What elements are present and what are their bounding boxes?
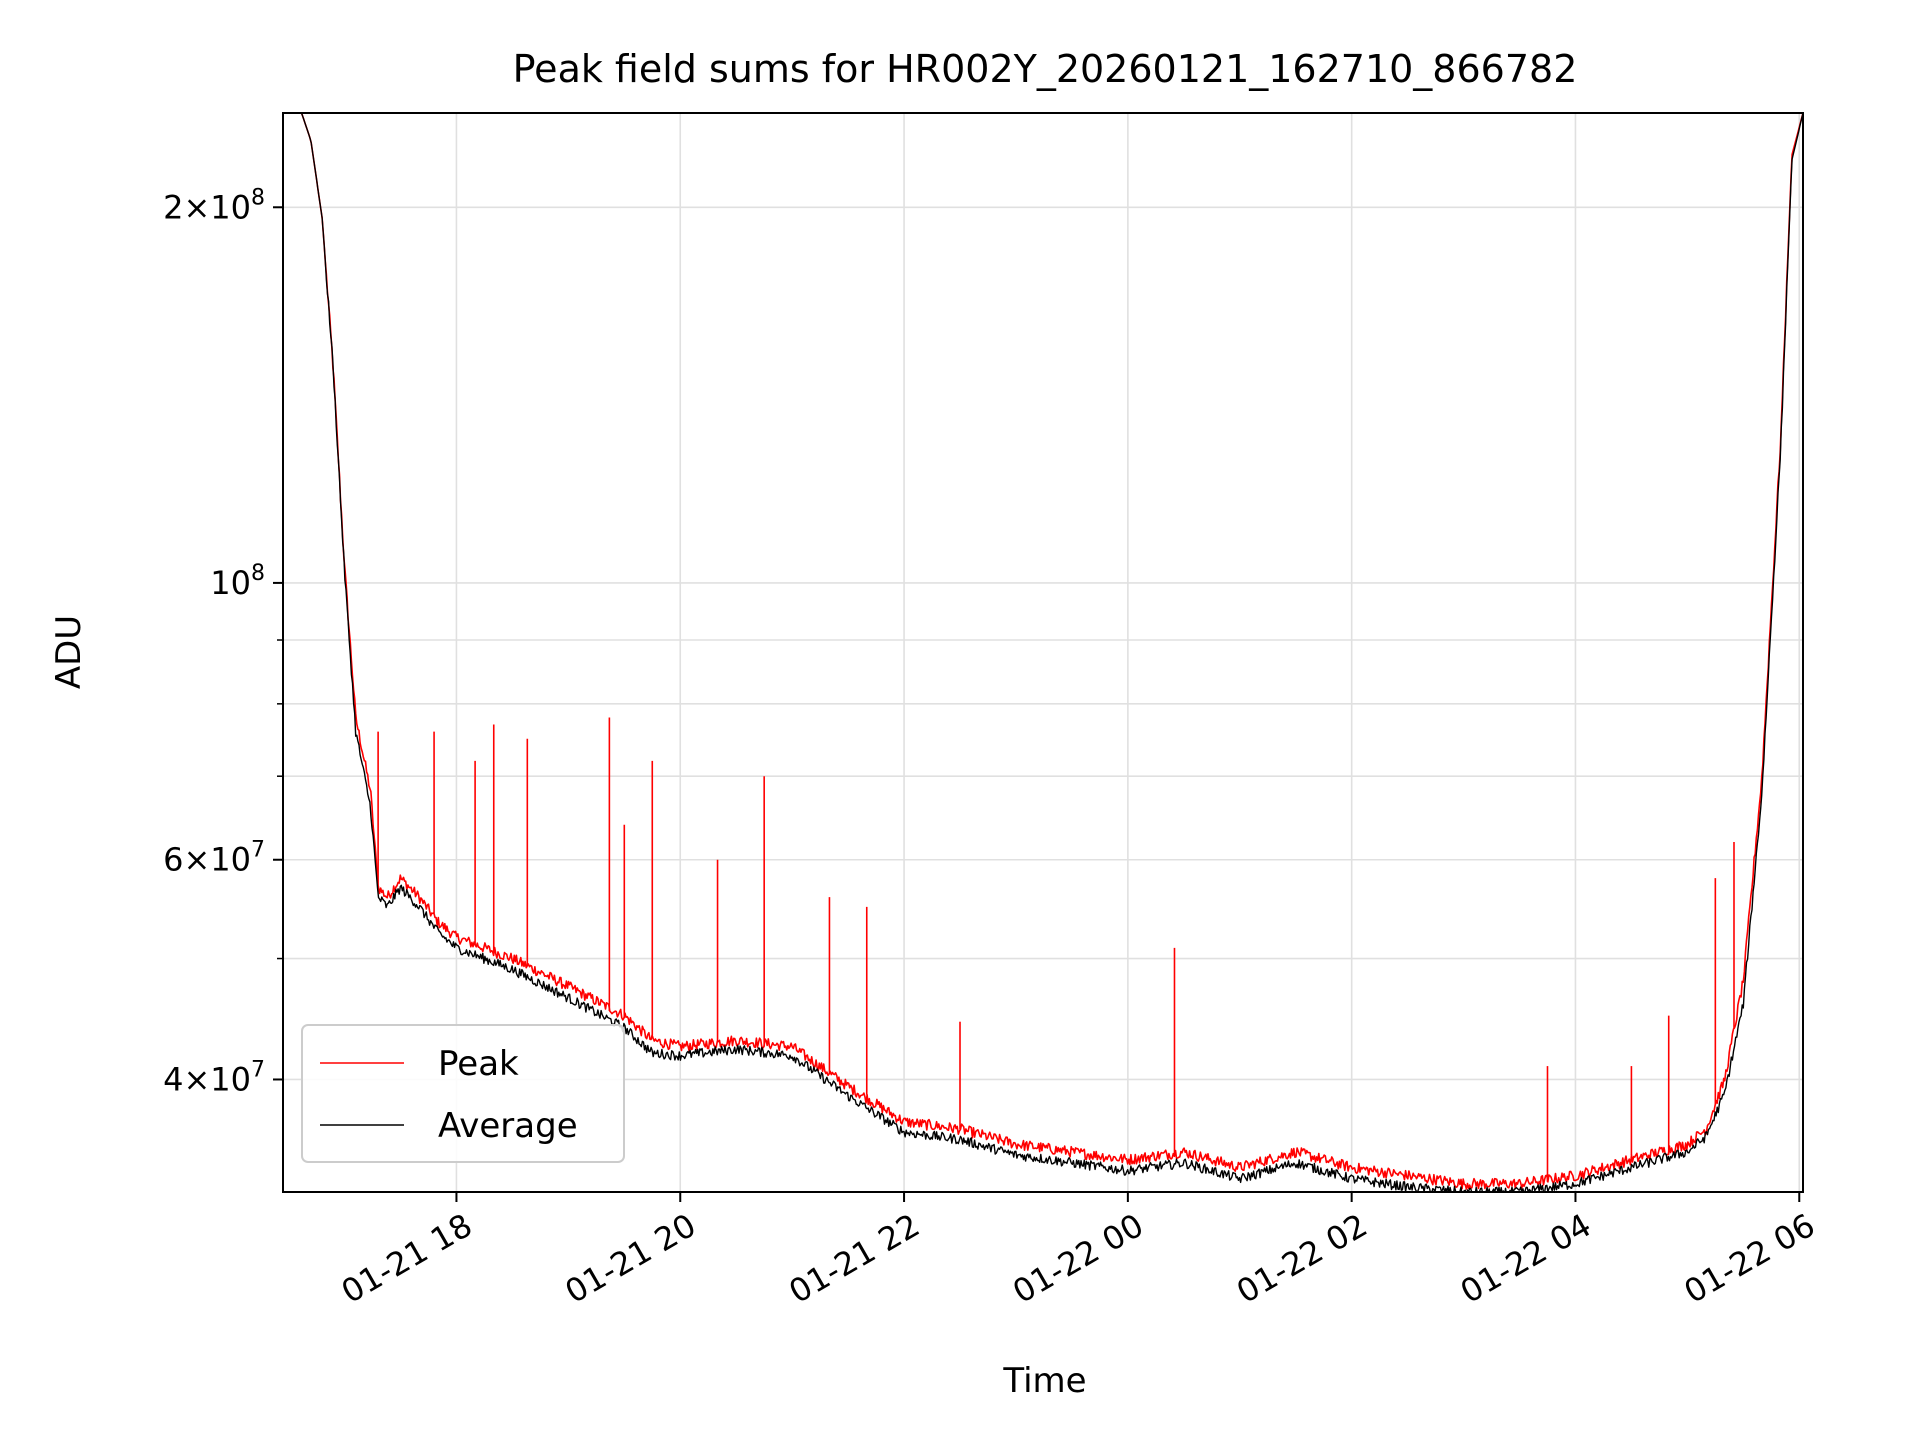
y-axis-label: ADU [49, 615, 89, 689]
series-line-average [283, 113, 1803, 1192]
series-peak [283, 113, 1803, 1190]
series-average [283, 113, 1803, 1192]
legend-box [301, 1024, 625, 1163]
plot-frame [282, 112, 1804, 1193]
series-line-peak [283, 113, 1803, 1190]
y-tick-label: 6×107 [163, 838, 265, 879]
chart-title: Peak field sums for HR002Y_20260121_1627… [513, 47, 1578, 91]
plot-area [283, 113, 1803, 1192]
x-axis-label: Time [1002, 1361, 1086, 1401]
y-axis: 4×107 6×107 108 2×108 [163, 185, 283, 1098]
legend-label-peak: Peak [438, 1044, 519, 1084]
y-tick-label: 108 [210, 561, 265, 602]
legend-label-average: Average [438, 1106, 578, 1146]
y-tick-label: 4×107 [163, 1057, 265, 1098]
legend: Peak Average [301, 1024, 625, 1163]
y-tick-label: 2×108 [163, 185, 265, 226]
